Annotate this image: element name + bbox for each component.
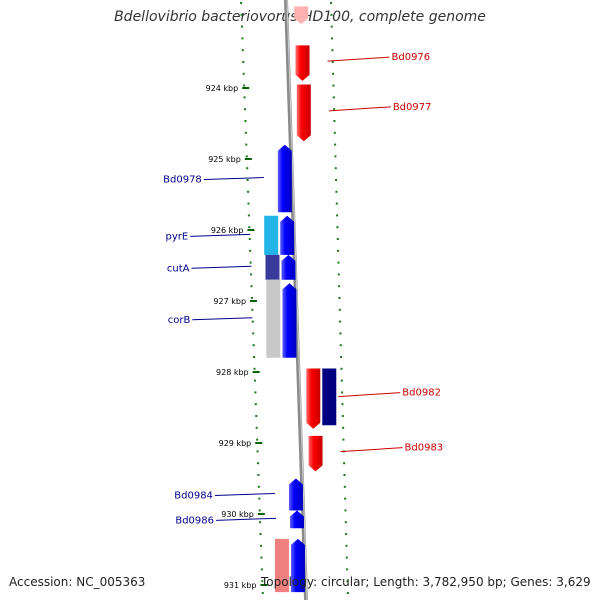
kbp-tick-label: 927 kbp [213, 297, 246, 306]
kbp-tick-label: 924 kbp [206, 84, 239, 93]
label-leader-Bd0982 [338, 392, 401, 398]
kbp-tick-label: 926 kbp [211, 226, 244, 235]
gc-skew-ticks [240, 2, 349, 594]
kbp-tick-label: 925 kbp [208, 155, 241, 164]
gene-label-Bd0982[interactable]: Bd0982 [402, 388, 441, 399]
label-leader-Bd0977 [328, 106, 391, 112]
gene-Bd0982[interactable] [306, 368, 321, 429]
label-leader-Bd0976 [327, 56, 390, 62]
gene-Bd0986[interactable] [290, 510, 305, 529]
gene-Bd0978[interactable] [277, 144, 292, 213]
gene-cutA[interactable] [265, 254, 280, 280]
kbp-scale: 924 kbp 925 kbp 926 kbp 927 kbp 928 kbp 929 k… [206, 84, 268, 590]
gene-arrow[interactable] [290, 538, 305, 593]
gene-Bd0984[interactable] [288, 478, 303, 511]
label-leader-Bd0983 [340, 447, 403, 453]
gene-arrow[interactable] [274, 538, 289, 593]
gene-labels: Bd0976 Bd0977 Bd0978 pyrE cutA corB Bd0982 Bd09… [163, 52, 443, 526]
gene-Bd0977[interactable] [296, 84, 311, 142]
gene-label-corB[interactable]: corB [168, 315, 191, 326]
gene-arrow[interactable] [322, 368, 337, 426]
label-leader-pyrE [190, 233, 251, 237]
kbp-tick-label: 929 kbp [219, 439, 252, 448]
gene-label-cutA[interactable]: cutA [167, 263, 190, 274]
kbp-tick-label: 930 kbp [221, 510, 254, 519]
gene-Bd0976[interactable] [295, 45, 310, 81]
gene-arrow[interactable] [282, 283, 297, 358]
gene-label-Bd0983[interactable]: Bd0983 [405, 443, 444, 454]
gene-pyrE[interactable] [264, 215, 279, 255]
gene-label-Bd0984[interactable]: Bd0984 [174, 490, 213, 501]
gene-Bd0983[interactable] [308, 435, 323, 472]
label-leader-Bd0986 [215, 517, 277, 521]
gene-track [264, 6, 337, 593]
gene-label-pyrE[interactable]: pyrE [165, 231, 188, 242]
gene-arrow[interactable] [280, 215, 295, 255]
label-leader-corB [192, 317, 253, 321]
gene-label-Bd0977[interactable]: Bd0977 [393, 102, 432, 113]
topology-label: Topology: circular; Length: 3,782,950 bp… [261, 575, 591, 589]
kbp-tick-label: 928 kbp [216, 368, 249, 377]
label-leader-cutA [191, 265, 252, 269]
gene-arrow[interactable] [281, 254, 296, 280]
genome-backbone-highlight [286, 0, 308, 600]
gene-corB[interactable] [266, 279, 281, 358]
label-leader-Bd0978 [203, 177, 264, 181]
accession-label: Accession: NC_005363 [9, 575, 146, 589]
gene-label-Bd0976[interactable]: Bd0976 [392, 52, 431, 63]
gene-arrow[interactable] [294, 6, 309, 25]
kbp-tick-label: 931 kbp [224, 581, 257, 590]
label-leader-Bd0984 [214, 492, 275, 496]
gene-label-Bd0986[interactable]: Bd0986 [175, 515, 214, 526]
gene-label-Bd0978[interactable]: Bd0978 [163, 175, 202, 186]
